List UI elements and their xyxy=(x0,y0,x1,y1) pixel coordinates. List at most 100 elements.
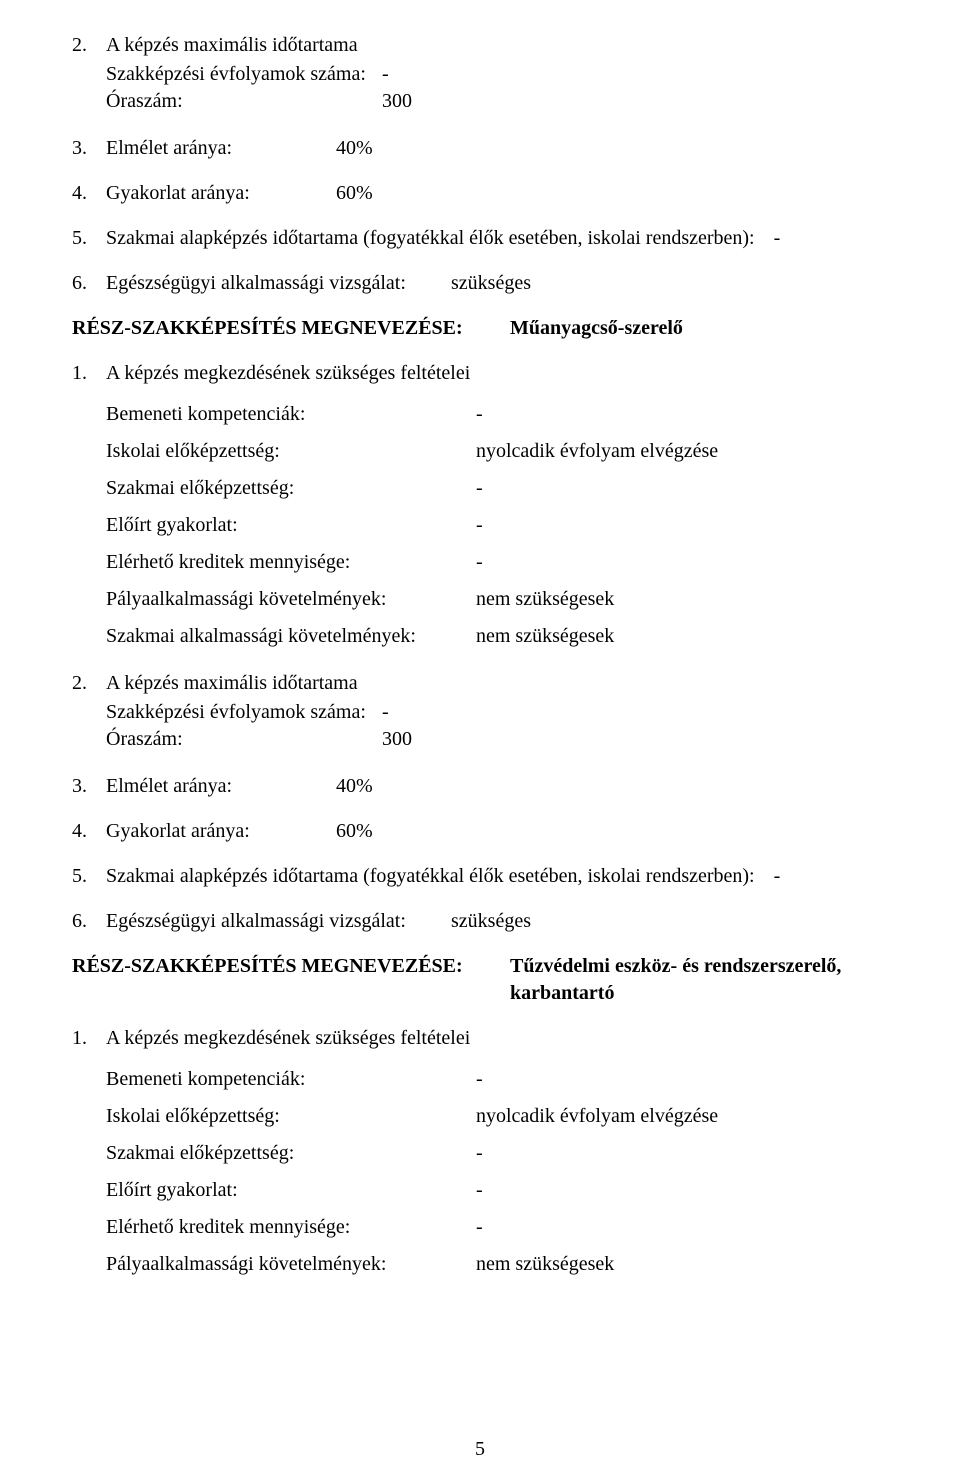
value: 40% xyxy=(336,135,373,162)
label: Bemeneti kompetenciák: xyxy=(106,401,476,428)
value: - xyxy=(476,1140,888,1167)
list-number: 1. xyxy=(72,1025,106,1052)
row-iskolai: Iskolai előképzettség: nyolcadik évfolya… xyxy=(106,1103,888,1130)
value: szükséges xyxy=(451,272,531,294)
list-number: 5. xyxy=(72,863,106,890)
item6-body: Egészségügyi alkalmassági vizsgálat: szü… xyxy=(106,270,888,297)
label: Elmélet aránya: xyxy=(106,135,336,162)
section-b-item6: 6. Egészségügyi alkalmassági vizsgálat: … xyxy=(72,908,888,935)
item2-rows: Szakképzési évfolyamok száma: - Óraszám:… xyxy=(106,61,888,115)
value: nyolcadik évfolyam elvégzése xyxy=(476,1103,888,1130)
row-szakkepzesi: Szakképzési évfolyamok száma: - xyxy=(106,699,888,726)
section-a-item4: 4. Gyakorlat aránya: 60% xyxy=(72,180,888,207)
section-b-item4: 4. Gyakorlat aránya: 60% xyxy=(72,818,888,845)
list-number: 2. xyxy=(72,32,106,59)
row-bemeneti: Bemeneti kompetenciák: - xyxy=(106,1066,888,1093)
item1-title-line: 1. A képzés megkezdésének szükséges felt… xyxy=(72,1025,888,1052)
label: Pályaalkalmassági követelmények: xyxy=(106,586,476,613)
row-szakmai-elo: Szakmai előképzettség: - xyxy=(106,475,888,502)
section-a-item3: 3. Elmélet aránya: 40% xyxy=(72,135,888,162)
label: Szakképzési évfolyamok száma: xyxy=(106,61,382,88)
value: 300 xyxy=(382,88,888,115)
section-b-item2: 2. A képzés maximális időtartama Szakkép… xyxy=(72,670,888,753)
label: Gyakorlat aránya: xyxy=(106,818,336,845)
list-number: 1. xyxy=(72,360,106,387)
label: Elérhető kreditek mennyisége: xyxy=(106,549,476,576)
row-kreditek: Elérhető kreditek mennyisége: - xyxy=(106,1214,888,1241)
heading-value: Műanyagcső-szerelő xyxy=(510,315,888,342)
list-number: 2. xyxy=(72,670,106,697)
value: - xyxy=(476,475,888,502)
row-eloirt: Előírt gyakorlat: - xyxy=(106,1177,888,1204)
section-b-item1: 1. A képzés megkezdésének szükséges felt… xyxy=(72,1025,888,1278)
label: Bemeneti kompetenciák: xyxy=(106,1066,476,1093)
row-bemeneti: Bemeneti kompetenciák: - xyxy=(106,401,888,428)
item5-text: Szakmai alapképzés időtartama (fogyatékk… xyxy=(106,863,888,890)
value: - xyxy=(774,865,781,887)
label: Iskolai előképzettség: xyxy=(106,1103,476,1130)
section-a-item6: 6. Egészségügyi alkalmassági vizsgálat: … xyxy=(72,270,888,297)
list-number: 6. xyxy=(72,908,106,935)
row-kreditek: Elérhető kreditek mennyisége: - xyxy=(106,549,888,576)
item1-title-line: 1. A képzés megkezdésének szükséges felt… xyxy=(72,360,888,387)
label: Óraszám: xyxy=(106,88,382,115)
label: Iskolai előképzettség: xyxy=(106,438,476,465)
row-oraszam: Óraszám: 300 xyxy=(106,88,888,115)
label: Előírt gyakorlat: xyxy=(106,1177,476,1204)
section-b-item3: 3. Elmélet aránya: 40% xyxy=(72,773,888,800)
value: - xyxy=(382,699,888,726)
item1-rows: Bemeneti kompetenciák: - Iskolai előképz… xyxy=(106,1066,888,1278)
item1-title: A képzés megkezdésének szükséges feltéte… xyxy=(106,360,888,387)
value: - xyxy=(476,401,888,428)
value: nyolcadik évfolyam elvégzése xyxy=(476,438,888,465)
label: Szakképzési évfolyamok száma: xyxy=(106,699,382,726)
value: 40% xyxy=(336,773,373,800)
item2-rows: Szakképzési évfolyamok száma: - Óraszám:… xyxy=(106,699,888,753)
label: Gyakorlat aránya: xyxy=(106,180,336,207)
value: - xyxy=(476,512,888,539)
value: - xyxy=(382,61,888,88)
row-szakmai-elo: Szakmai előképzettség: - xyxy=(106,1140,888,1167)
item1-rows: Bemeneti kompetenciák: - Iskolai előképz… xyxy=(106,401,888,650)
value: - xyxy=(774,227,781,249)
label: Egészségügyi alkalmassági vizsgálat: xyxy=(106,270,446,297)
document-page: 2. A képzés maximális időtartama Szakkép… xyxy=(0,0,960,1477)
row-eloirt: Előírt gyakorlat: - xyxy=(106,512,888,539)
value: nem szükségesek xyxy=(476,586,888,613)
section-b-heading: RÉSZ-SZAKKÉPESÍTÉS MEGNEVEZÉSE: Tűzvédel… xyxy=(72,953,888,1007)
list-number: 3. xyxy=(72,135,106,162)
row-palya: Pályaalkalmassági követelmények: nem szü… xyxy=(106,586,888,613)
section-b-item5: 5. Szakmai alapképzés időtartama (fogyat… xyxy=(72,863,888,890)
list-number: 5. xyxy=(72,225,106,252)
text: Szakmai alapképzés időtartama (fogyatékk… xyxy=(106,865,755,887)
item5-text: Szakmai alapképzés időtartama (fogyatékk… xyxy=(106,225,888,252)
list-number: 3. xyxy=(72,773,106,800)
label: Egészségügyi alkalmassági vizsgálat: xyxy=(106,908,446,935)
row-palya: Pályaalkalmassági követelmények: nem szü… xyxy=(106,1251,888,1278)
list-number: 4. xyxy=(72,180,106,207)
value: szükséges xyxy=(451,910,531,932)
section-a-item1: 1. A képzés megkezdésének szükséges felt… xyxy=(72,360,888,650)
label: Szakmai alkalmassági követelmények: xyxy=(106,623,476,650)
value: - xyxy=(476,1177,888,1204)
item2-title-line: 2. A képzés maximális időtartama xyxy=(72,670,888,697)
label: Óraszám: xyxy=(106,726,382,753)
value: - xyxy=(476,549,888,576)
heading-value: Tűzvédelmi eszköz- és rendszerszerelő, k… xyxy=(510,953,888,1007)
row-szakmai-alk: Szakmai alkalmassági követelmények: nem … xyxy=(106,623,888,650)
label: Pályaalkalmassági követelmények: xyxy=(106,1251,476,1278)
heading-label: RÉSZ-SZAKKÉPESÍTÉS MEGNEVEZÉSE: xyxy=(72,315,510,342)
value: 60% xyxy=(336,818,373,845)
row-szakkepzesi: Szakképzési évfolyamok száma: - xyxy=(106,61,888,88)
item1-title: A képzés megkezdésének szükséges feltéte… xyxy=(106,1025,888,1052)
section-a-item2: 2. A képzés maximális időtartama Szakkép… xyxy=(72,32,888,115)
section-a-item5: 5. Szakmai alapképzés időtartama (fogyat… xyxy=(72,225,888,252)
label: Elmélet aránya: xyxy=(106,773,336,800)
label: Szakmai előképzettség: xyxy=(106,1140,476,1167)
value: 300 xyxy=(382,726,888,753)
value: - xyxy=(476,1214,888,1241)
list-number: 4. xyxy=(72,818,106,845)
value: nem szükségesek xyxy=(476,1251,888,1278)
list-number: 6. xyxy=(72,270,106,297)
label: Elérhető kreditek mennyisége: xyxy=(106,1214,476,1241)
